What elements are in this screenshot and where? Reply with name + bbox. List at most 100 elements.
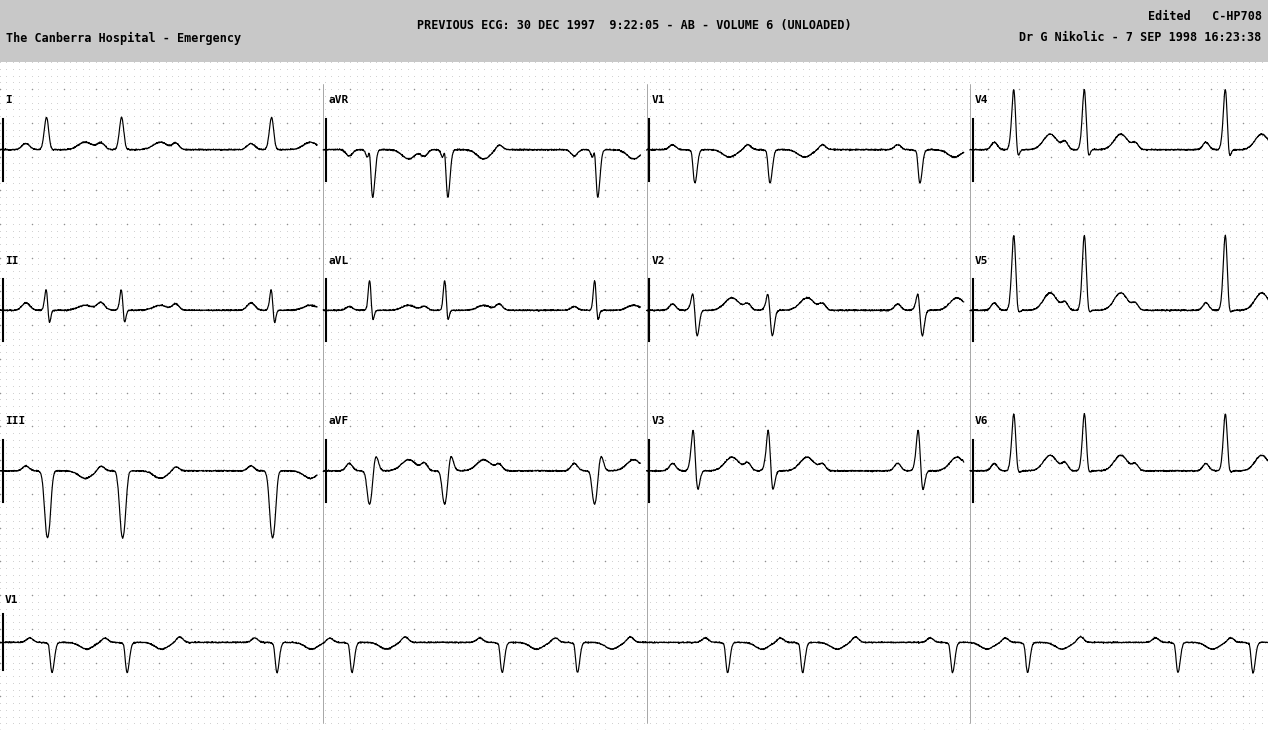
Point (990, 569, 1011, 580)
Point (869, 603, 889, 615)
Point (984, 380, 1004, 392)
Point (1022, 603, 1042, 615)
Point (1239, 576, 1259, 588)
Point (373, 387, 393, 399)
Point (1169, 380, 1189, 392)
Point (1130, 704, 1150, 715)
Point (569, 616, 590, 628)
Point (22, 150, 42, 162)
Point (1022, 434, 1042, 446)
Point (875, 339, 895, 351)
Point (666, 576, 686, 588)
Point (697, 569, 718, 580)
Point (207, 239, 227, 250)
Point (883, 299, 903, 311)
Point (245, 718, 265, 729)
Point (582, 502, 602, 513)
Point (843, 171, 864, 182)
Point (512, 481, 533, 493)
Point (563, 117, 583, 128)
Point (295, 333, 316, 345)
Point (1188, 299, 1208, 311)
Point (417, 56, 437, 68)
Point (398, 549, 418, 561)
Point (424, 447, 444, 459)
Point (1226, 56, 1246, 68)
Point (91, 158, 112, 169)
Point (124, 104, 145, 115)
Point (628, 63, 648, 74)
Point (620, 123, 640, 135)
Point (978, 583, 998, 594)
Point (869, 150, 889, 162)
Point (207, 529, 227, 540)
Point (773, 556, 794, 567)
Point (940, 414, 960, 426)
Point (124, 610, 145, 621)
Point (156, 56, 176, 68)
Point (1066, 346, 1087, 358)
Point (773, 670, 794, 682)
Point (1003, 474, 1023, 486)
Point (697, 508, 718, 520)
Point (430, 306, 450, 318)
Point (365, 414, 385, 426)
Point (226, 158, 246, 169)
Point (365, 515, 385, 526)
Point (1220, 380, 1240, 392)
Point (53, 185, 74, 196)
Point (773, 414, 794, 426)
Point (1009, 56, 1030, 68)
Point (385, 643, 406, 655)
Point (226, 502, 246, 513)
Point (767, 420, 787, 432)
Point (525, 454, 545, 466)
Point (232, 225, 252, 237)
Point (512, 346, 533, 358)
Point (843, 610, 864, 621)
Point (792, 664, 813, 675)
Point (538, 110, 558, 122)
Point (404, 158, 425, 169)
Point (72, 724, 93, 730)
Point (404, 610, 425, 621)
Point (481, 711, 501, 723)
Point (500, 258, 520, 270)
Point (1073, 185, 1093, 196)
Point (398, 218, 418, 230)
Point (34, 218, 55, 230)
Point (47, 90, 67, 101)
Point (333, 77, 354, 88)
Point (862, 198, 883, 210)
Point (729, 104, 749, 115)
Point (1252, 158, 1268, 169)
Point (754, 657, 775, 669)
Point (883, 96, 903, 108)
Point (735, 245, 756, 257)
Point (1003, 454, 1023, 466)
Point (902, 637, 922, 648)
Point (824, 353, 844, 365)
Point (1130, 285, 1150, 297)
Point (889, 231, 909, 243)
Point (946, 461, 966, 473)
Point (754, 447, 775, 459)
Point (276, 691, 297, 702)
Point (200, 697, 221, 709)
Point (1226, 589, 1246, 601)
Point (3, 110, 23, 122)
Point (595, 420, 615, 432)
Point (3, 346, 23, 358)
Point (1232, 292, 1253, 304)
Point (0, 393, 10, 405)
Point (818, 158, 838, 169)
Point (1085, 434, 1106, 446)
Point (1009, 252, 1030, 264)
Point (984, 306, 1004, 318)
Point (188, 164, 208, 176)
Point (538, 630, 558, 642)
Point (761, 481, 781, 493)
Point (118, 150, 138, 162)
Point (257, 603, 278, 615)
Point (449, 104, 469, 115)
